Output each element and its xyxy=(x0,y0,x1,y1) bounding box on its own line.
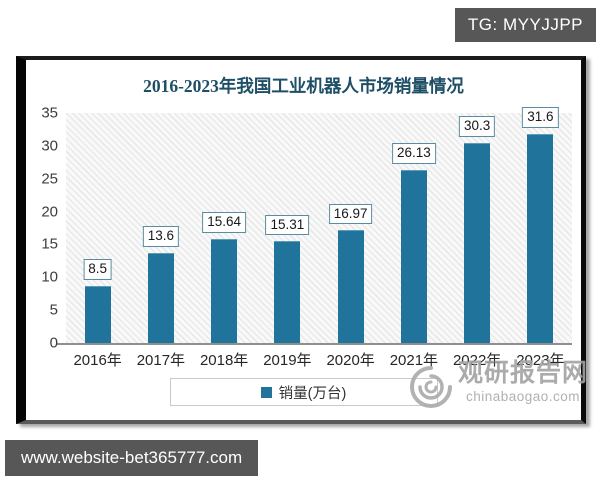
bar-column: 8.5 xyxy=(66,113,129,343)
x-axis-label: 2017年 xyxy=(136,352,186,369)
bar-2023年 xyxy=(527,134,554,343)
watermark-name: 观研报告网 xyxy=(457,359,588,387)
y-axis-tick-label: 5 xyxy=(49,301,58,319)
bar-2016年 xyxy=(84,286,111,343)
watermark-swirl-icon xyxy=(410,366,452,408)
bar-column: 15.64 xyxy=(193,113,256,343)
x-axis-label: 2022年 xyxy=(452,352,502,369)
y-axis-tick-label: 0 xyxy=(49,334,58,352)
watermark-domain: chinabaogao.com xyxy=(465,388,581,404)
bar-2019年 xyxy=(274,241,301,343)
bar-2022年 xyxy=(464,142,491,343)
bar-data-label: 26.13 xyxy=(391,143,436,165)
x-axis-label: 2020年 xyxy=(326,352,375,369)
bar-column: 15.31 xyxy=(256,113,319,343)
bar-column: 13.6 xyxy=(129,113,192,343)
x-axis-labels: 2016年 2017年 2018年 2019年 2020年 2021年 2022年 2023年 xyxy=(66,349,572,370)
y-axis-tick-label: 10 xyxy=(41,268,58,286)
bar-2020年 xyxy=(337,230,364,343)
bar-data-label: 30.3 xyxy=(458,116,496,137)
bar-data-label: 13.6 xyxy=(142,225,180,247)
x-axis-label: 2023年 xyxy=(516,352,565,369)
bar-data-label: 31.6 xyxy=(522,107,559,129)
tg-badge: TG: MYYJJPP xyxy=(454,8,596,42)
bar-column: 30.3 xyxy=(446,113,509,343)
chart-frame: 2016-2023年我国工业机器人市场销量情况 8.5 13.6 15.64 15.3… xyxy=(16,56,586,424)
url-bar: www.website-bet365777.com xyxy=(5,440,259,476)
bar-column: 31.6 xyxy=(509,107,572,343)
bar-column: 16.97 xyxy=(319,113,382,343)
bars-container: 8.5 13.6 15.64 15.31 16.97 26.13 30.3 31.6 xyxy=(66,107,572,343)
chart-title: 2016-2023年我国工业机器人市场销量情况 xyxy=(143,76,464,96)
x-axis-label: 2016年 xyxy=(73,352,122,369)
legend-box: 销量(万台) xyxy=(169,378,438,406)
bar-data-label: 15.64 xyxy=(202,212,247,234)
bar-column: 26.13 xyxy=(382,113,445,343)
plot-area: 8.5 13.6 15.64 15.31 16.97 26.13 30.3 31.6 0 5 10… xyxy=(41,105,572,352)
y-axis-tick-label: 25 xyxy=(41,170,58,188)
watermark: 观研报告网 chinabaogao.com xyxy=(408,359,588,410)
bar-data-label: 15.31 xyxy=(265,214,310,236)
bar-data-label: 8.5 xyxy=(83,259,113,281)
bar-2021年 xyxy=(400,170,427,343)
y-axis-tick-label: 20 xyxy=(41,203,58,221)
legend-label: 销量(万台) xyxy=(278,385,347,402)
x-axis-label: 2019年 xyxy=(263,352,312,369)
y-axis-tick-label: 35 xyxy=(41,104,58,122)
y-axis-tick-label: 15 xyxy=(41,235,58,253)
bar-2018年 xyxy=(211,239,238,343)
x-axis-label: 2018年 xyxy=(199,352,249,369)
bar-2017年 xyxy=(147,252,174,343)
y-axis-tick-label: 30 xyxy=(41,137,58,155)
bar-data-label: 16.97 xyxy=(328,203,373,225)
x-axis-label: 2021年 xyxy=(389,352,439,369)
legend-marker-icon xyxy=(260,386,272,398)
